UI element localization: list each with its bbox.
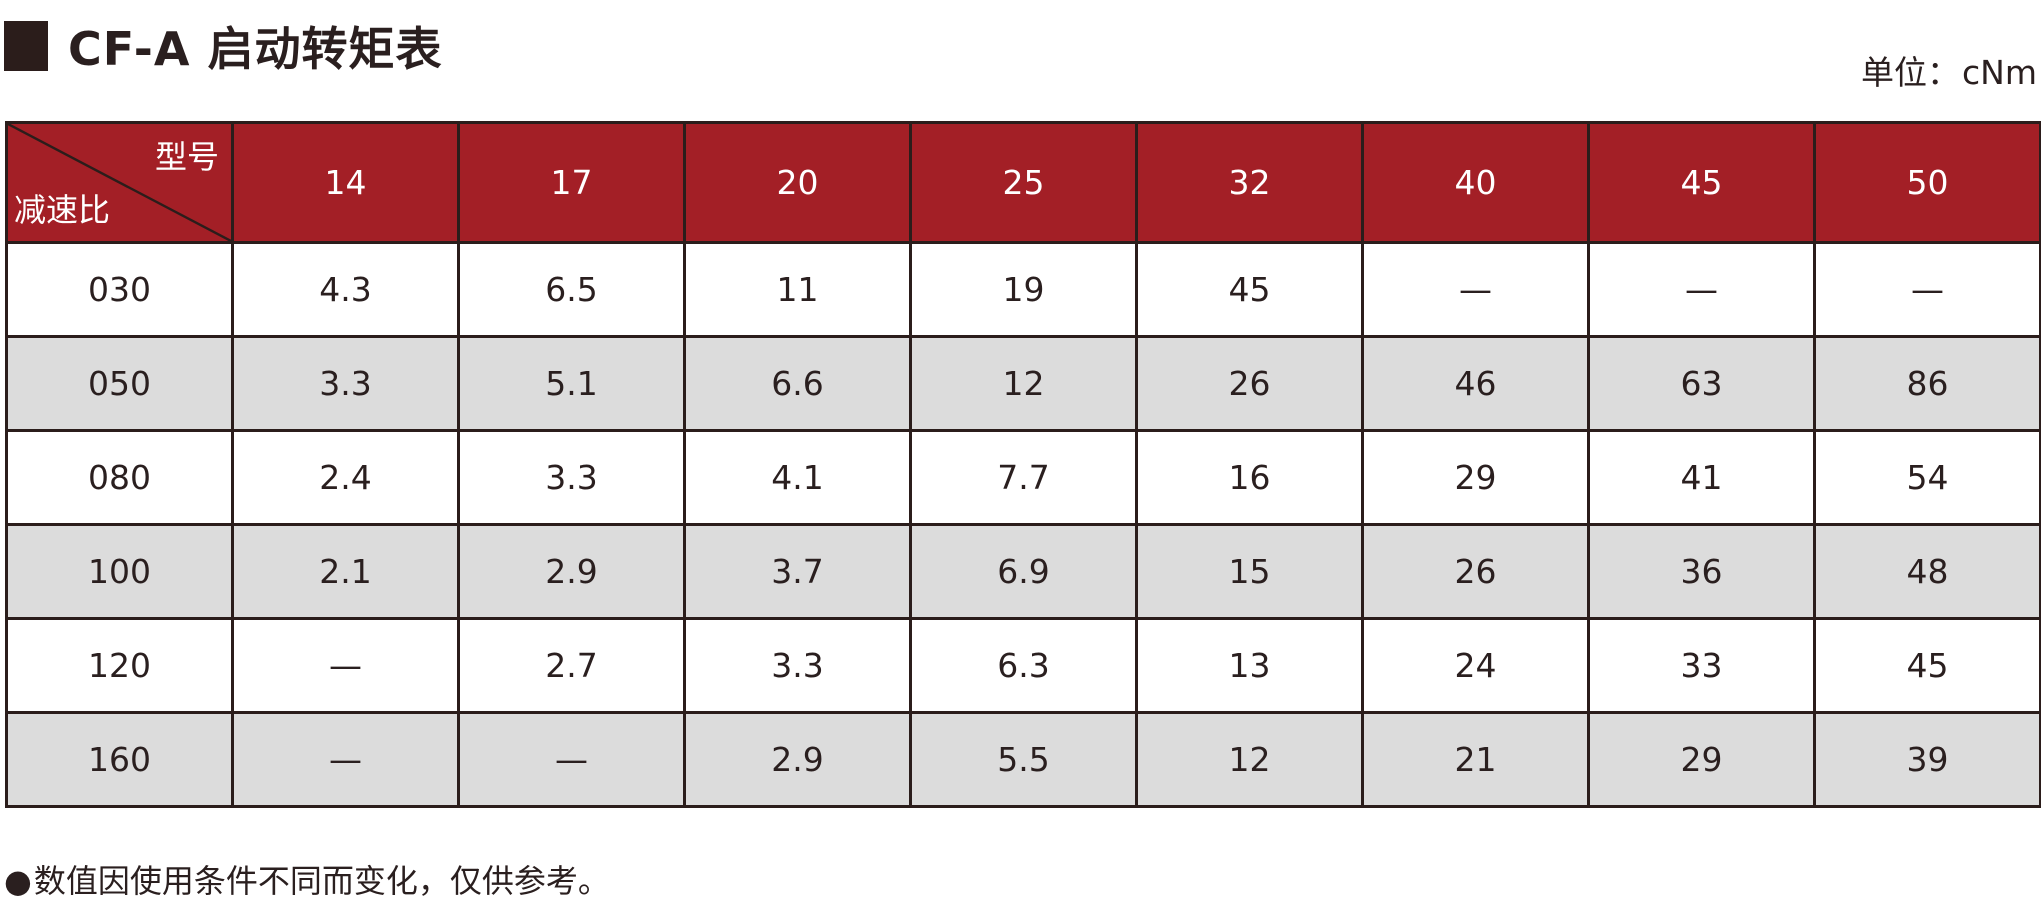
table-row: 120 — 2.7 3.3 6.3 13 24 33 45: [5, 617, 2041, 714]
table-row: 100 2.1 2.9 3.7 6.9 15 26 36 48: [5, 523, 2041, 620]
value-cell: 13: [1135, 617, 1364, 714]
model-header-cell: 20: [683, 121, 912, 244]
value-cell: 21: [1361, 711, 1590, 808]
value-cell: 15: [1135, 523, 1364, 620]
table-row: 160 — — 2.9 5.5 12 21 29 39: [5, 711, 2041, 808]
ratio-cell: 160: [5, 711, 234, 808]
ratio-axis-label: 减速比: [14, 191, 111, 229]
value-cell: 5.5: [909, 711, 1138, 808]
value-cell: 29: [1587, 711, 1816, 808]
value-cell: 45: [1135, 241, 1364, 338]
title-row: CF-A 启动转矩表: [4, 16, 442, 76]
value-cell: 2.9: [683, 711, 912, 808]
model-header-cell: 25: [909, 121, 1138, 244]
diagonal-line: [8, 124, 231, 241]
value-cell: 7.7: [909, 429, 1138, 526]
ratio-cell: 120: [5, 617, 234, 714]
value-cell: 3.3: [457, 429, 686, 526]
unit-label: 单位：cNm: [1861, 46, 2037, 94]
value-cell: 12: [909, 335, 1138, 432]
page-title: CF-A 启动转矩表: [68, 22, 443, 76]
value-cell: 4.3: [231, 241, 460, 338]
value-cell: 4.1: [683, 429, 912, 526]
value-cell: —: [1587, 241, 1816, 338]
value-cell: —: [1813, 241, 2041, 338]
model-header-cell: 40: [1361, 121, 1590, 244]
model-header-cell: 32: [1135, 121, 1364, 244]
value-cell: 6.5: [457, 241, 686, 338]
value-cell: 41: [1587, 429, 1816, 526]
value-cell: 2.1: [231, 523, 460, 620]
value-cell: 54: [1813, 429, 2041, 526]
value-cell: —: [231, 711, 460, 808]
value-cell: 2.7: [457, 617, 686, 714]
value-cell: 16: [1135, 429, 1364, 526]
value-cell: 3.3: [231, 335, 460, 432]
value-cell: 46: [1361, 335, 1590, 432]
value-cell: —: [231, 617, 460, 714]
table-row: 050 3.3 5.1 6.6 12 26 46 63 86: [5, 335, 2041, 432]
ratio-cell: 030: [5, 241, 234, 338]
value-cell: 2.9: [457, 523, 686, 620]
header-row: 型号 减速比 14 17 20 25 32 40 45 50: [5, 121, 2041, 244]
model-header-cell: 17: [457, 121, 686, 244]
value-cell: 11: [683, 241, 912, 338]
value-cell: 2.4: [231, 429, 460, 526]
footnote: ●数值因使用条件不同而变化，仅供参考。: [4, 856, 610, 902]
value-cell: 33: [1587, 617, 1816, 714]
value-cell: 6.3: [909, 617, 1138, 714]
value-cell: —: [1361, 241, 1590, 338]
value-cell: 6.6: [683, 335, 912, 432]
table-row: 030 4.3 6.5 11 19 45 — — —: [5, 241, 2041, 338]
value-cell: 39: [1813, 711, 2041, 808]
model-header-cell: 45: [1587, 121, 1816, 244]
model-axis-label: 型号: [154, 138, 219, 176]
bullet-icon: ●: [4, 862, 32, 900]
value-cell: —: [457, 711, 686, 808]
ratio-cell: 100: [5, 523, 234, 620]
value-cell: 12: [1135, 711, 1364, 808]
value-cell: 63: [1587, 335, 1816, 432]
value-cell: 48: [1813, 523, 2041, 620]
value-cell: 36: [1587, 523, 1816, 620]
unit-prefix: 单位：: [1861, 53, 1961, 92]
model-header-cell: 50: [1813, 121, 2041, 244]
value-cell: 45: [1813, 617, 2041, 714]
value-cell: 24: [1361, 617, 1590, 714]
footnote-text: 数值因使用条件不同而变化，仅供参考。: [33, 862, 610, 900]
torque-table: 型号 减速比 14 17 20 25 32 40 45 50 030 4.3 6…: [5, 121, 2041, 808]
title-square-icon: [4, 21, 48, 71]
ratio-cell: 050: [5, 335, 234, 432]
unit-value: cNm: [1962, 53, 2037, 92]
value-cell: 26: [1361, 523, 1590, 620]
ratio-cell: 080: [5, 429, 234, 526]
value-cell: 5.1: [457, 335, 686, 432]
value-cell: 19: [909, 241, 1138, 338]
table-row: 080 2.4 3.3 4.1 7.7 16 29 41 54: [5, 429, 2041, 526]
value-cell: 3.3: [683, 617, 912, 714]
value-cell: 26: [1135, 335, 1364, 432]
model-header-cell: 14: [231, 121, 460, 244]
corner-header-cell: 型号 减速比: [5, 121, 234, 244]
value-cell: 3.7: [683, 523, 912, 620]
value-cell: 86: [1813, 335, 2041, 432]
value-cell: 29: [1361, 429, 1590, 526]
value-cell: 6.9: [909, 523, 1138, 620]
